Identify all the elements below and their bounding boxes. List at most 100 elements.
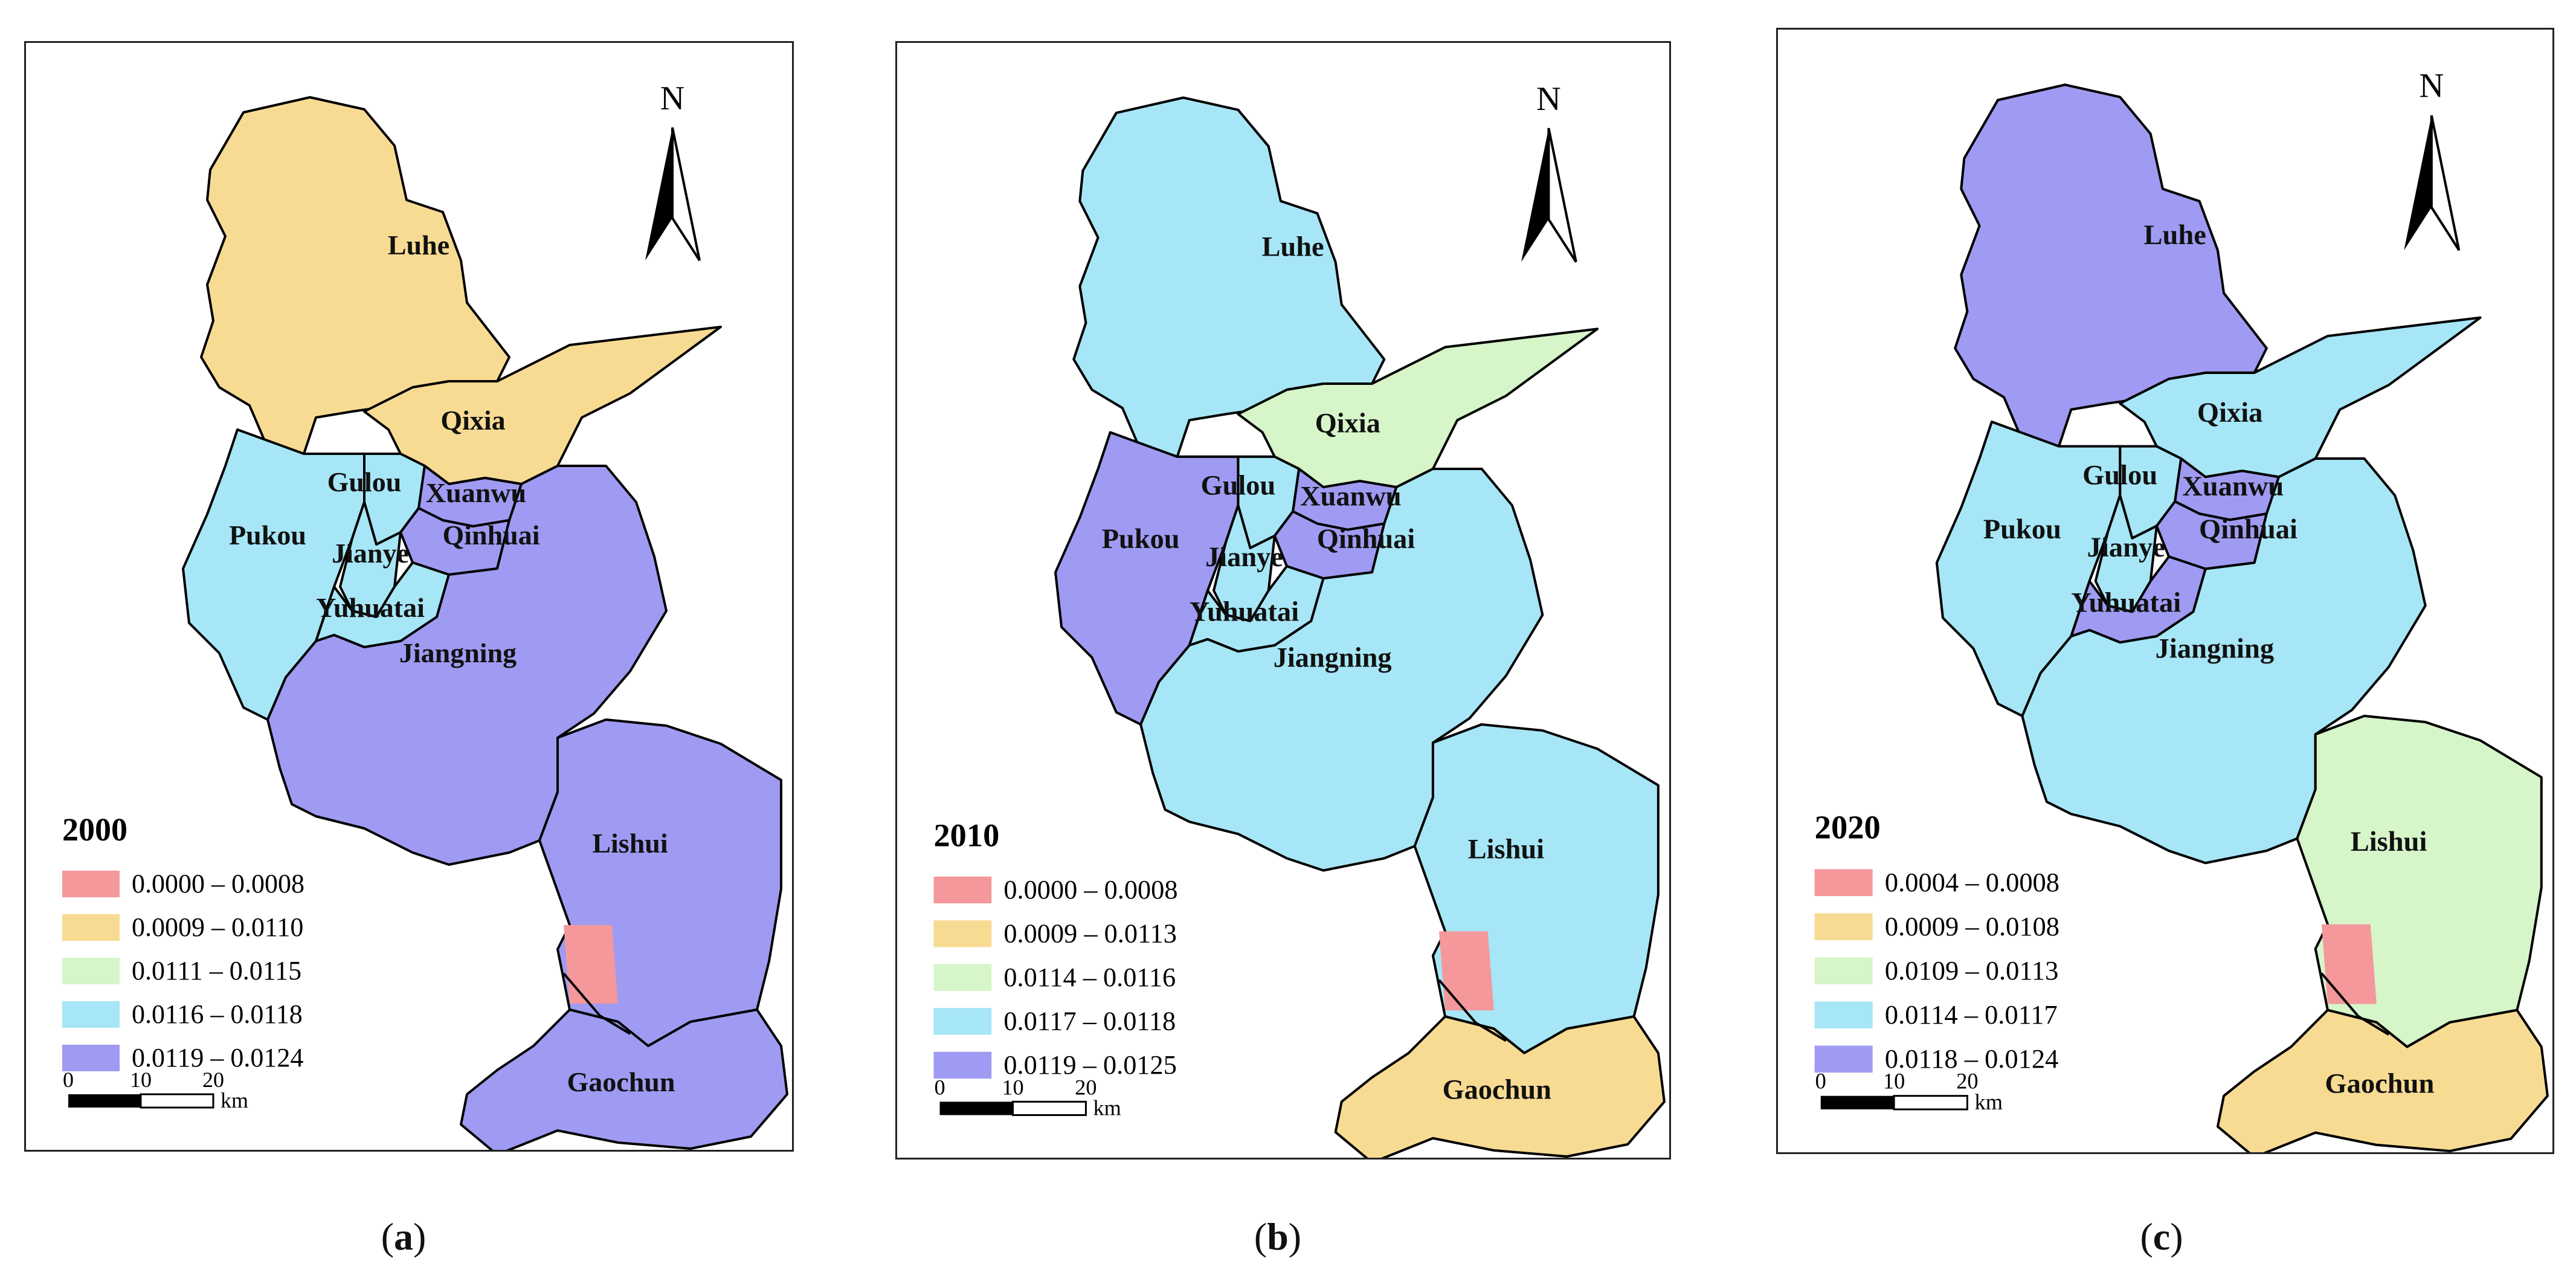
legend-label: 0.0119 – 0.0124 bbox=[132, 1043, 303, 1072]
district-label-xuanwu: Xuanwu bbox=[1300, 481, 1401, 512]
district-label-gulou: Gulou bbox=[2082, 459, 2157, 491]
district-label-yuhuatai: Yuhuatai bbox=[316, 592, 425, 623]
panel-caption: (b) bbox=[1254, 1215, 1302, 1258]
low-value-patch bbox=[564, 925, 618, 1004]
legend-swatch bbox=[62, 958, 120, 984]
district-label-luhe: Luhe bbox=[388, 230, 449, 260]
low-value-patch bbox=[2321, 924, 2377, 1004]
panel-caption: (a) bbox=[381, 1215, 427, 1258]
north-arrow-icon bbox=[2404, 115, 2432, 251]
scale-unit: km bbox=[1975, 1090, 2003, 1114]
scale-tick-label: 20 bbox=[1956, 1069, 1978, 1093]
legend-label: 0.0118 – 0.0124 bbox=[1885, 1043, 2058, 1074]
district-label-gaochun: Gaochun bbox=[1443, 1074, 1552, 1105]
district-label-jiangning: Jiangning bbox=[2156, 633, 2274, 664]
district-label-jiangning: Jiangning bbox=[399, 637, 517, 668]
district-label-qinhuai: Qinhuai bbox=[2199, 514, 2297, 545]
scale-tick-label: 20 bbox=[202, 1068, 224, 1092]
district-label-luhe: Luhe bbox=[1262, 231, 1324, 262]
legend-swatch bbox=[62, 1045, 120, 1071]
scale-tick-label: 10 bbox=[1883, 1069, 1905, 1093]
north-arrow-outline bbox=[671, 127, 701, 262]
scale-tick-label: 0 bbox=[934, 1075, 945, 1099]
district-label-yuhuatai: Yuhuatai bbox=[2071, 587, 2181, 618]
panel-caption: (c) bbox=[2140, 1215, 2183, 1258]
district-label-gaochun: Gaochun bbox=[2325, 1068, 2434, 1100]
map-svg: Luhe Qixia Gulou Xuanwu Pukou Jianye Qinhuai Yu… bbox=[62, 80, 788, 1156]
district-label-pukou: Pukou bbox=[1102, 524, 1180, 555]
legend-label: 0.0114 – 0.0116 bbox=[1003, 963, 1176, 992]
district-label-lishui: Lishui bbox=[1468, 834, 1544, 865]
legend-label: 0.0009 – 0.0110 bbox=[132, 912, 303, 942]
north-label: N bbox=[2419, 66, 2444, 105]
map-panel-c: Luhe Qixia Gulou Xuanwu Pukou Jianye Qinhuai Yu… bbox=[1776, 28, 2554, 1159]
legend-swatch bbox=[1814, 1045, 1873, 1073]
boundary-line bbox=[2320, 972, 2390, 1036]
district-label-jianye: Jianye bbox=[1205, 542, 1283, 573]
north-arrow-outline bbox=[1547, 127, 1577, 263]
legend-swatch bbox=[1814, 957, 1873, 985]
legend-year: 2000 bbox=[62, 811, 127, 848]
legend-swatch bbox=[933, 1008, 992, 1035]
legend-swatch bbox=[1814, 869, 1873, 897]
district-gaochun[interactable] bbox=[460, 1008, 788, 1156]
legend-label: 0.0004 – 0.0008 bbox=[1885, 867, 2059, 897]
map-svg: Luhe Qixia Gulou Xuanwu Pukou Jianye Qinhuai Yu… bbox=[1814, 66, 2549, 1159]
legend-swatch bbox=[1814, 913, 1873, 941]
scale-tick-label: 0 bbox=[63, 1068, 74, 1092]
district-label-gulou: Gulou bbox=[1201, 470, 1276, 501]
legend-label: 0.0000 – 0.0008 bbox=[1003, 875, 1177, 905]
legend-year: 2010 bbox=[933, 817, 999, 853]
legend-swatch bbox=[933, 964, 992, 992]
legend-year: 2020 bbox=[1815, 809, 1881, 846]
legend-label: 0.0116 – 0.0118 bbox=[132, 999, 303, 1029]
district-gaochun[interactable] bbox=[2216, 1008, 2549, 1159]
legend-label: 0.0119 – 0.0125 bbox=[1003, 1050, 1177, 1080]
district-label-jianye: Jianye bbox=[2087, 532, 2165, 563]
north-arrow-icon bbox=[645, 127, 672, 260]
legend-label: 0.0109 – 0.0113 bbox=[1885, 955, 2058, 985]
district-label-jianye: Jianye bbox=[332, 538, 409, 569]
scale-bar-white bbox=[1893, 1095, 1968, 1111]
panel-caption-letter: a bbox=[394, 1215, 413, 1258]
legend-label: 0.0117 – 0.0118 bbox=[1003, 1007, 1176, 1036]
map-panel-b: Luhe Qixia Gulou Xuanwu Pukou Jianye Qinhuai Yu… bbox=[895, 41, 1671, 1164]
legend-label: 0.0114 – 0.0117 bbox=[1885, 999, 2058, 1030]
north-label: N bbox=[1536, 80, 1561, 118]
district-label-lishui: Lishui bbox=[592, 828, 668, 859]
legend-label: 0.0009 – 0.0113 bbox=[1003, 919, 1177, 949]
legend-swatch bbox=[62, 1001, 120, 1028]
boundary-line bbox=[562, 972, 631, 1035]
scale-unit: km bbox=[221, 1088, 248, 1112]
district-label-luhe: Luhe bbox=[2143, 219, 2206, 251]
district-label-qinhuai: Qinhuai bbox=[1317, 524, 1415, 555]
district-label-lishui: Lishui bbox=[2351, 826, 2427, 857]
north-arrow-outline bbox=[2430, 115, 2461, 251]
scale-tick-label: 0 bbox=[1815, 1069, 1826, 1093]
low-value-patch bbox=[1439, 931, 1494, 1011]
legend-label: 0.0000 – 0.0008 bbox=[132, 869, 304, 898]
district-label-gulou: Gulou bbox=[327, 466, 402, 497]
district-label-qixia: Qixia bbox=[1315, 408, 1380, 439]
district-label-pukou: Pukou bbox=[1983, 514, 2061, 545]
scale-bar-black bbox=[1820, 1095, 1895, 1110]
district-label-pukou: Pukou bbox=[229, 520, 306, 550]
panel-caption-letter: b bbox=[1267, 1215, 1289, 1258]
district-label-jiangning: Jiangning bbox=[1274, 642, 1392, 673]
district-gaochun[interactable] bbox=[1334, 1015, 1666, 1164]
district-label-gaochun: Gaochun bbox=[567, 1066, 675, 1097]
legend-swatch bbox=[933, 1051, 992, 1079]
legend-swatch bbox=[62, 914, 120, 941]
scale-tick-label: 20 bbox=[1075, 1075, 1096, 1099]
legend-label: 0.0009 – 0.0108 bbox=[1885, 911, 2059, 941]
district-label-yuhuatai: Yuhuatai bbox=[1190, 597, 1299, 628]
legend-label: 0.0111 – 0.0115 bbox=[132, 956, 301, 985]
legend-swatch bbox=[62, 871, 120, 897]
district-label-qixia: Qixia bbox=[2197, 397, 2263, 428]
map-panel-a: Luhe Qixia Gulou Xuanwu Pukou Jianye Qinhuai Yu… bbox=[24, 41, 794, 1156]
scale-unit: km bbox=[1093, 1096, 1121, 1120]
legend-swatch bbox=[1814, 1001, 1873, 1029]
scale-tick-label: 10 bbox=[1002, 1075, 1023, 1099]
legend-swatch bbox=[933, 876, 992, 904]
legend-swatch bbox=[933, 920, 992, 947]
